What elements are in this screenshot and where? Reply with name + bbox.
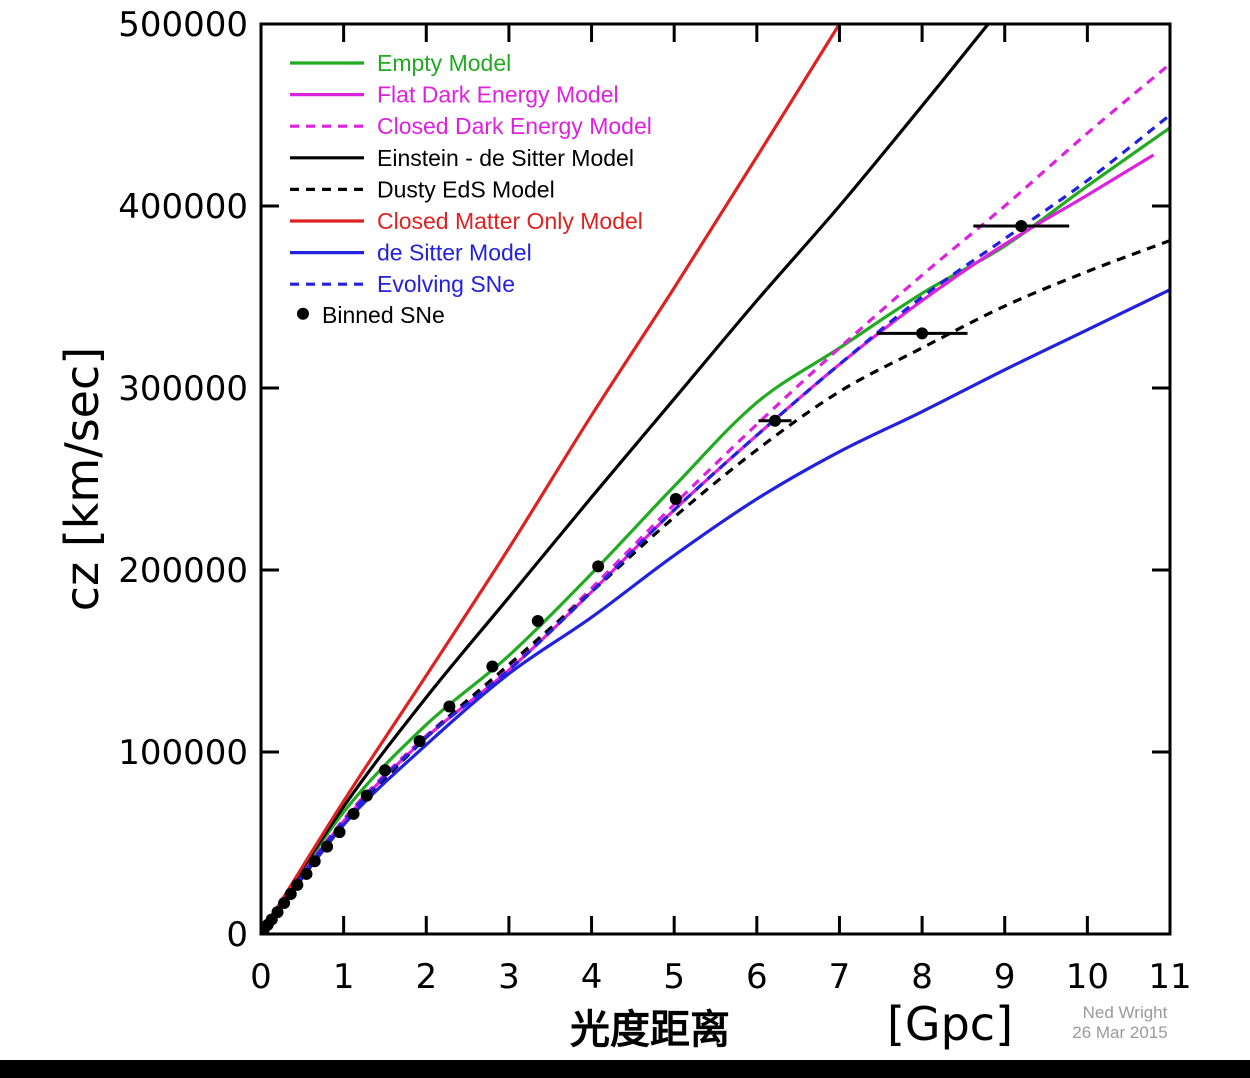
binned-sne-point (278, 897, 291, 910)
legend-label: Closed Dark Energy Model (377, 113, 652, 139)
legend-label: Einstein - de Sitter Model (377, 145, 634, 171)
legend-label: de Sitter Model (377, 240, 532, 266)
legend-item-closed-matter-only-model: Closed Matter Only Model (290, 208, 643, 234)
binned-sne-point (360, 789, 373, 802)
data-point-marker (443, 700, 456, 713)
x-axis-label: 光度距离 (570, 1007, 730, 1053)
data-point-marker (486, 660, 499, 673)
y-tick-label: 100000 (118, 733, 248, 773)
legend-label: Dusty EdS Model (377, 176, 555, 202)
data-point-marker (308, 855, 321, 868)
x-axis-unit: [Gpc] (887, 997, 1013, 1051)
legend-item-de-sitter-model: de Sitter Model (290, 240, 532, 266)
series-line-dusty-eds-model (261, 239, 1170, 934)
x-tick-label: 7 (829, 957, 851, 997)
y-tick-label: 500000 (118, 5, 248, 45)
legend-item-evolving-sne: Evolving SNe (290, 271, 515, 297)
binned-sne-point (413, 735, 426, 748)
binned-sne-point (321, 840, 334, 853)
series-line-de-sitter-model (261, 288, 1170, 934)
legend-label: Binned SNe (322, 302, 445, 328)
data-point-marker (360, 789, 373, 802)
data-point-marker (278, 897, 291, 910)
x-tick-label: 11 (1148, 957, 1191, 997)
credit-author: Ned Wright (1083, 1003, 1168, 1022)
axis-ticks: 0 1 2 3 4 5 6 7 8 9 10 11 0 100000 200000 300000 400000 5… (118, 5, 1191, 997)
binned-sne-point (876, 327, 968, 340)
legend-item-binned-sne: Binned SNe (297, 302, 445, 328)
legend-marker (297, 307, 309, 320)
legend-label: Evolving SNe (377, 271, 515, 297)
data-point-marker (413, 735, 426, 748)
chart-data-layer (261, 24, 1170, 934)
y-tick-label: 0 (226, 915, 248, 955)
binned-sne-point (378, 764, 391, 777)
x-tick-label: 4 (581, 957, 603, 997)
data-point-marker (531, 614, 544, 627)
binned-sne-point (333, 826, 346, 839)
x-tick-label: 1 (333, 957, 355, 997)
series-line-closed-matter-only-model (261, 24, 841, 934)
binned-sne-point (758, 414, 792, 427)
x-tick-label: 2 (415, 957, 437, 997)
data-point-marker (592, 560, 605, 573)
legend-label: Flat Dark Energy Model (377, 82, 619, 108)
binned-sne-point (284, 887, 297, 900)
binned-sne-point (973, 220, 1070, 233)
data-point-marker (1015, 220, 1028, 233)
y-tick-label: 300000 (118, 369, 248, 409)
data-point-marker (321, 840, 334, 853)
y-axis-label: cz [km/sec] (55, 347, 109, 611)
bottom-black-bar (0, 1060, 1250, 1078)
y-tick-label: 400000 (118, 187, 248, 227)
x-tick-label: 5 (663, 957, 685, 997)
binned-sne-point (531, 614, 544, 627)
chart-legend: Empty Model Flat Dark Energy Model Closed … (290, 50, 652, 328)
plot-frame (259, 22, 1172, 936)
binned-sne-point (308, 855, 321, 868)
data-point-marker (768, 414, 781, 427)
legend-item-einstein-de-sitter-model: Einstein - de Sitter Model (290, 145, 634, 171)
binned-sne-point (347, 807, 360, 820)
data-point-marker (271, 906, 284, 919)
binned-sne-point (592, 560, 605, 573)
x-tick-label: 3 (498, 957, 520, 997)
binned-sne-point (486, 660, 499, 673)
x-tick-label: 9 (994, 957, 1016, 997)
x-tick-label: 8 (911, 957, 933, 997)
series-line-einstein-de-sitter-model (261, 24, 990, 934)
binned-sne-point (669, 493, 682, 506)
legend-item-dusty-eds-model: Dusty EdS Model (290, 176, 555, 202)
legend-item-empty-model: Empty Model (290, 50, 511, 76)
data-point-marker (378, 764, 391, 777)
x-tick-label: 10 (1066, 957, 1109, 997)
binned-sne-point (300, 867, 313, 880)
y-tick-label: 200000 (118, 551, 248, 591)
data-point-marker (333, 826, 346, 839)
data-point-marker (284, 887, 297, 900)
binned-sne-point (291, 878, 304, 891)
series-line-evolving-sne (261, 113, 1170, 934)
legend-item-flat-dark-energy-model: Flat Dark Energy Model (290, 82, 619, 108)
data-point-marker (669, 493, 682, 506)
credit-date: 26 Mar 2015 (1072, 1023, 1167, 1042)
binned-sne-point (443, 700, 456, 713)
data-point-marker (300, 867, 313, 880)
binned-sne-point (271, 906, 284, 919)
data-point-marker (347, 807, 360, 820)
legend-item-closed-dark-energy-model: Closed Dark Energy Model (290, 113, 652, 139)
data-point-marker (916, 327, 929, 340)
data-point-marker (291, 878, 304, 891)
legend-label: Closed Matter Only Model (377, 208, 643, 234)
legend-label: Empty Model (377, 50, 511, 76)
x-tick-label: 0 (250, 957, 272, 997)
x-tick-label: 6 (746, 957, 768, 997)
